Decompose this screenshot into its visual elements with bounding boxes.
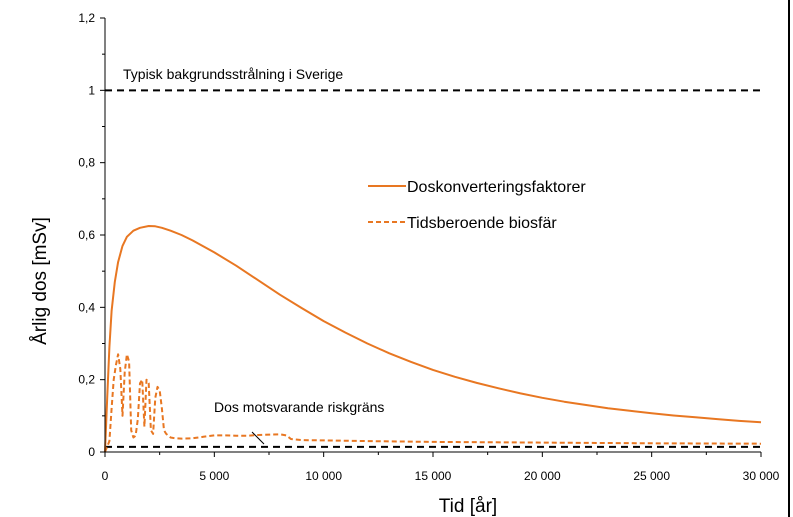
annotation-arrow: [251, 431, 265, 445]
y-axis: 0 0,2 0,4 0,6 0,8 1 1,2: [78, 11, 106, 459]
y-tick-label: 1: [88, 83, 95, 97]
y-tick-label: 0,8: [78, 156, 95, 170]
y-tick-label: 0,4: [78, 300, 95, 314]
x-tick-label: 25 000: [633, 469, 670, 483]
right-border-line: [788, 0, 790, 517]
x-axis: 0 5 000 10 000 15 000 20 000 25 000 30 000: [102, 451, 780, 483]
reference-lines: [105, 89, 761, 448]
x-axis-label: Tid [år]: [439, 496, 497, 517]
series-line-1: [104, 353, 762, 453]
reference-label-risk-limit: Dos motsvarande riskgräns: [214, 399, 384, 415]
y-tick-label: 0: [88, 445, 95, 459]
y-tick-label: 0,2: [78, 373, 95, 387]
y-tick-label: 1,2: [78, 11, 95, 25]
x-tick-label: 30 000: [743, 469, 780, 483]
y-axis-label: Årlig dos [mSv]: [30, 217, 51, 345]
series-line-0: [104, 225, 762, 453]
x-tick-label: 0: [102, 469, 109, 483]
x-tick-label: 15 000: [415, 469, 452, 483]
reference-label-background: Typisk bakgrundsstrålning i Sverige: [123, 66, 343, 82]
x-tick-label: 20 000: [524, 469, 561, 483]
x-tick-label: 10 000: [305, 469, 342, 483]
series-layer: [104, 225, 762, 453]
legend-label-tidsberoende-biosfar: Tidsberoende biosfär: [407, 215, 557, 232]
x-tick-label: 5 000: [199, 469, 229, 483]
legend: Doskonverteringsfaktorer Tidsberoende bi…: [368, 179, 586, 232]
y-tick-label: 0,6: [78, 228, 95, 242]
legend-label-doskonverteringsfaktorer: Doskonverteringsfaktorer: [407, 179, 586, 196]
